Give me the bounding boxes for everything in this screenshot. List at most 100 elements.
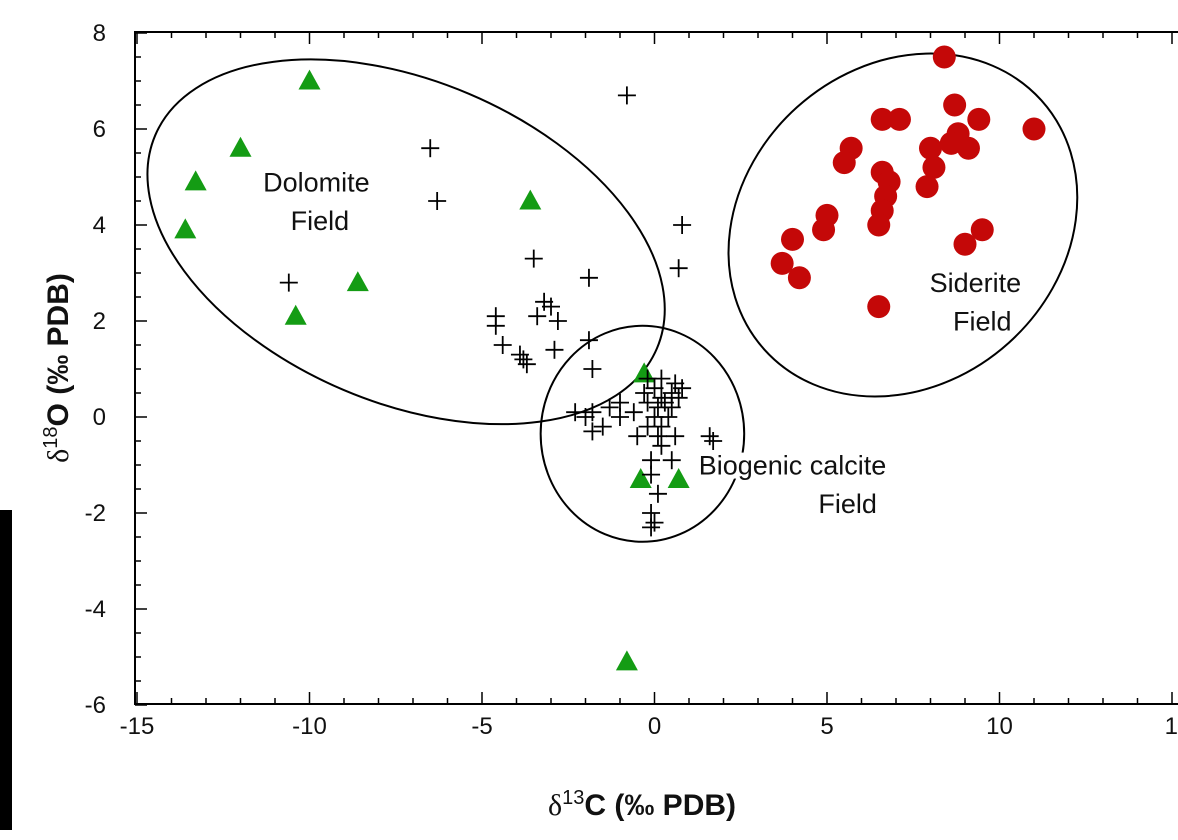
triangle-point [519,189,542,210]
y-tick-label: 6 [93,116,106,143]
plus-point [648,484,667,503]
plus-point [493,336,512,354]
circle-point [870,107,894,131]
field-ellipses [146,52,1079,543]
plus-point [617,86,636,105]
plot-frame [134,31,1178,705]
circle-point [770,251,794,275]
plus-point [704,432,723,450]
plus-point [645,513,664,532]
plus-point [645,379,664,398]
triangle-point [629,468,652,488]
circle-point [867,295,891,319]
plus-point [279,273,298,292]
plus-point [638,393,657,412]
annotation-label: Field [953,307,1012,337]
plus-point [652,369,671,388]
y-tick-label: 0 [93,404,106,431]
x-tick-label: 10 [986,713,1013,740]
triangle-point [229,136,252,157]
plus-point [421,139,440,158]
plus-point [666,427,685,446]
y-axis-title: δ18O (‰ PDB) [40,273,75,463]
triangle-point [284,304,307,325]
plus-point [566,403,585,422]
plus-point [524,249,543,268]
plus-point [652,436,671,455]
plus-point [642,518,661,537]
cropped-left-bar [0,510,12,830]
x-axis-title: δ13C (‰ PDB) [548,787,736,822]
x-tick-label: -15 [120,713,155,740]
circle-point [887,107,911,131]
triangle-point [174,218,197,239]
annotation-bg [696,452,889,479]
circle-point [867,213,891,237]
plus-point [635,384,654,402]
plus-point [583,422,602,441]
x-tick-label: 5 [820,713,833,740]
y-tick-label: 2 [93,308,106,335]
plus-point [652,388,671,407]
plus-point [579,331,598,350]
plus-point [593,417,612,436]
circle-point [956,136,980,160]
triangle-point [184,170,207,191]
plus-point [628,427,647,446]
plus-point [486,316,505,335]
field-ellipse [727,52,1079,398]
annotation-bg [927,270,1024,297]
y-tick-label: -2 [85,500,106,527]
plus-point [514,350,533,369]
circle-point [919,136,942,160]
annotation-label: Field [291,206,350,236]
annotation-bg [950,308,1014,335]
plus-point [428,192,447,210]
annotation-label: Biogenic calcite [699,451,887,481]
y-tick-label: -4 [85,596,106,623]
plus-point [662,398,681,417]
tick-labels: -15 -10 -5 0 5 10 1 8 6 4 2 0 -2 -4 -6 [85,20,1178,740]
plus-point [648,427,667,446]
circle-point [915,175,939,199]
circle-point [1022,117,1046,141]
annotation-label: Siderite [930,268,1022,298]
plus-point [583,360,602,378]
circle-point [939,131,963,155]
plus-point [611,408,629,426]
plus-point [579,268,598,287]
annotation-label: Dolomite [263,167,370,197]
circle-point [781,227,804,251]
plus-point [669,259,688,278]
plus-point [576,408,595,426]
plus-point [583,403,602,422]
x-tick-label: 0 [648,713,661,740]
plus-point [673,379,692,398]
tick-marks [135,32,1173,706]
field-ellipse [539,324,746,543]
circle-point [953,232,977,256]
y-tick-label: 8 [93,20,106,47]
plus-point [600,398,619,417]
circle-point [970,218,994,242]
plus-point [662,451,681,470]
plus-point [548,312,567,330]
y-tick-label: 4 [93,212,106,239]
plus-point [624,403,643,422]
circle-point [967,107,991,131]
annotation-label: Field [818,489,877,519]
annotation-bg [288,207,352,234]
plus-point [642,465,661,484]
circle-point [922,155,946,179]
plus-point [669,388,688,407]
circle-point [932,45,956,69]
triangle-point [615,650,638,671]
plus-point [542,297,560,316]
plus-point [673,216,692,234]
annotation-bg [261,169,372,196]
y-tick-label: -6 [85,692,106,719]
annotation-bg [816,491,879,517]
plus-point [510,345,529,364]
field-ellipse [146,58,666,426]
